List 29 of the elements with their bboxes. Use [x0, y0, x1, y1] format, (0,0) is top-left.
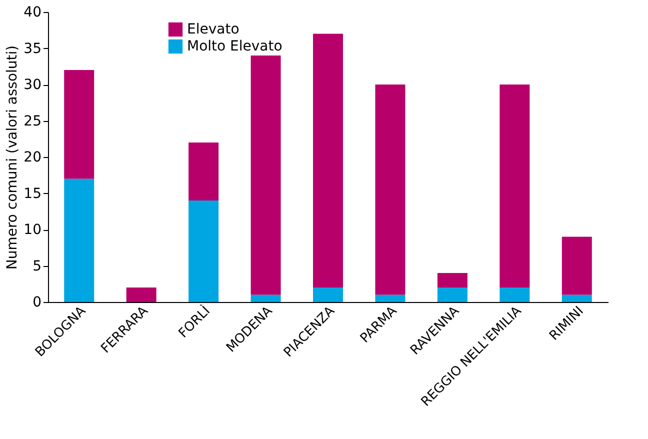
bar [500, 288, 530, 302]
bar [250, 56, 281, 295]
bar [562, 236, 592, 295]
bar [375, 84, 406, 295]
bar [64, 70, 94, 179]
y-tick-label: 5 [32, 258, 42, 274]
y-tick-label: 20 [24, 150, 42, 166]
bar [437, 273, 468, 288]
y-tick-label: 15 [24, 186, 42, 202]
y-tick-label: 0 [32, 294, 42, 310]
bar [562, 294, 592, 302]
legend-label: Molto Elevato [187, 38, 282, 54]
bar [437, 288, 468, 302]
legend-label: Elevato [187, 22, 240, 38]
y-tick-label: 35 [24, 40, 42, 57]
bar [250, 294, 281, 302]
bar [188, 200, 219, 302]
y-tick-label: 30 [24, 77, 42, 93]
bar [375, 294, 406, 302]
y-tick-label: 10 [24, 222, 42, 238]
bar [188, 142, 219, 200]
bar [500, 84, 530, 288]
bar [64, 178, 94, 302]
bar [313, 288, 343, 302]
y-tick-label: 40 [24, 4, 42, 20]
bar [126, 288, 156, 302]
y-tick-label: 25 [24, 113, 42, 130]
bar [313, 34, 343, 288]
y-axis-title: Numero comuni (valori assoluti) [4, 45, 21, 270]
